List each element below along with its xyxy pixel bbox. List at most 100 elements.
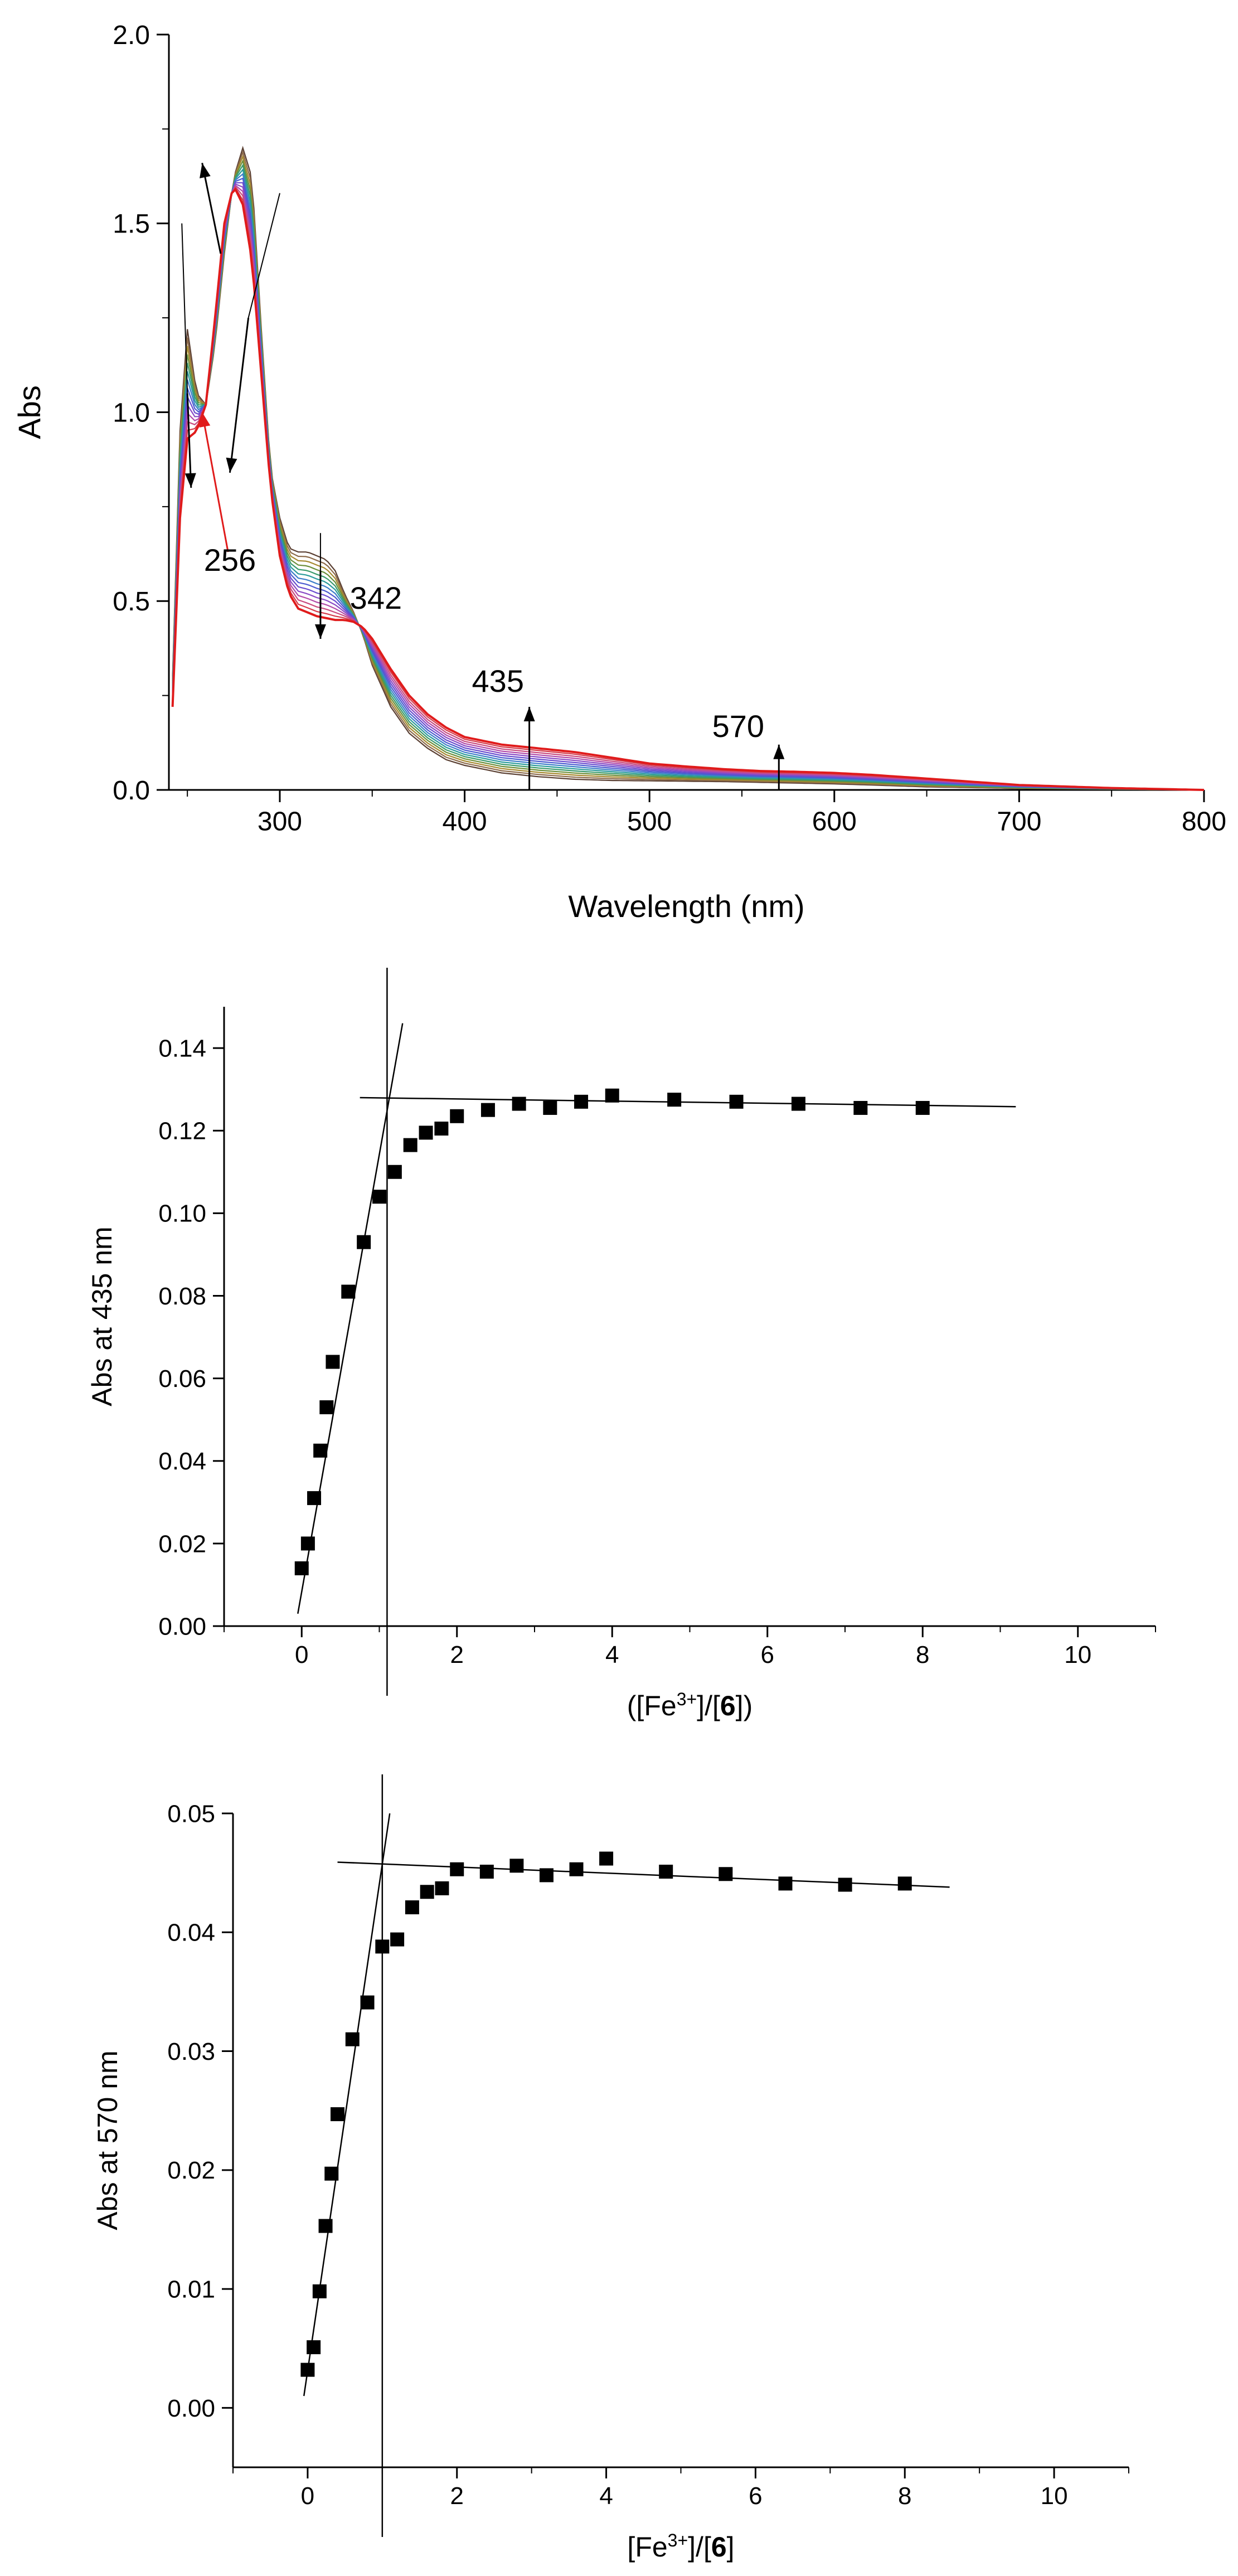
y-tick-label: 0.02 (167, 2157, 215, 2184)
spectrum-line (172, 150, 1205, 791)
data-point (450, 1862, 464, 1876)
spectrum-line (172, 173, 1205, 791)
data-point (791, 1097, 805, 1111)
x-axis-title-bold: 6 (711, 2531, 727, 2563)
data-point (330, 2107, 344, 2122)
spectrum-line (172, 145, 1205, 791)
x-tick-label: 8 (916, 1641, 929, 1668)
guide-stroke (181, 223, 188, 394)
x-tick-label: 2 (450, 1641, 464, 1668)
x-tick-label: 400 (443, 807, 487, 836)
data-point (599, 1851, 614, 1866)
data-point (403, 1138, 417, 1152)
x-tick-label: 700 (997, 807, 1041, 836)
x-axis-title: Wavelength (nm) (568, 889, 804, 924)
data-point (667, 1093, 682, 1107)
x-tick-label: 2 (450, 2482, 464, 2510)
arrowhead (226, 457, 237, 473)
y-tick-label: 0.10 (158, 1200, 206, 1228)
y-axis-title: Abs at 435 nm (86, 1226, 118, 1406)
x-axis-title-part: ([Fe (627, 1690, 677, 1721)
data-point (479, 1865, 494, 1879)
data-point (390, 1932, 405, 1947)
x-tick-label: 8 (898, 2482, 911, 2510)
data-point (319, 1400, 334, 1414)
fit-line (337, 1861, 950, 1888)
data-point (372, 1190, 386, 1204)
y-tick-label: 0.02 (158, 1530, 206, 1558)
titration-570nm-panel: 0 2 4 6 8 10 0.00 0.01 0.02 0.03 0.04 0.05 Abs at 57… (92, 1774, 1129, 2563)
data-point (435, 1881, 449, 1895)
peak-label: 256 (204, 542, 256, 578)
data-point (419, 1126, 433, 1140)
x-axis-title: ([Fe3+]/[6]) (627, 1689, 752, 1721)
data-point (434, 1121, 449, 1136)
x-axis-title-part: ]/[ (688, 2531, 711, 2563)
data-point (897, 1876, 912, 1891)
arrowhead (773, 744, 785, 759)
data-point (307, 2340, 321, 2355)
y-tick-label: 0.05 (167, 1800, 215, 1827)
spectrum-line (172, 182, 1205, 791)
data-point (450, 1109, 464, 1123)
x-tick-label: 10 (1041, 2482, 1068, 2510)
y-tick-label: 1.0 (113, 398, 150, 428)
data-point (387, 1165, 402, 1179)
arrowhead (185, 473, 196, 488)
data-point (313, 1443, 328, 1458)
x-tick-label: 300 (258, 807, 302, 836)
y-tick-label: 0.00 (158, 1613, 206, 1640)
data-point (300, 1536, 315, 1551)
guide-stroke (247, 193, 280, 318)
x-tick-label: 500 (627, 807, 672, 836)
data-point (778, 1876, 793, 1891)
spectrum-line (171, 187, 1205, 791)
data-point (718, 1867, 733, 1881)
x-axis-title-part: ] (727, 2531, 735, 2563)
spectrum-line (172, 168, 1205, 791)
y-tick-label: 0.14 (158, 1035, 206, 1062)
x-tick-label: 0 (301, 2482, 314, 2510)
data-point (574, 1094, 589, 1109)
x-axis-title-part: ]/[ (697, 1690, 720, 1721)
x-axis-title-part: [Fe (627, 2531, 667, 2563)
y-tick-label: 0.06 (158, 1365, 206, 1393)
uv-vis-spectra-panel: 300 400 500 600 700 800 0.0 0.5 1.0 1.5 2.0 Wavelen… (12, 21, 1226, 924)
x-axis-title-superscript: 3+ (668, 2530, 688, 2550)
arrowhead (200, 163, 211, 178)
data-point (324, 2166, 339, 2181)
data-point (915, 1100, 930, 1115)
y-axis-title: Abs at 570 nm (92, 2050, 123, 2230)
data-point (569, 1862, 584, 1876)
x-tick-label: 10 (1064, 1641, 1091, 1668)
data-point (480, 1103, 495, 1117)
x-tick-label: 6 (749, 2482, 762, 2510)
x-tick-label: 600 (812, 807, 857, 836)
data-point (605, 1088, 619, 1103)
data-point (659, 1865, 673, 1879)
x-tick-label: 800 (1182, 807, 1226, 836)
y-tick-label: 0.01 (167, 2276, 215, 2303)
y-tick-label: 0.12 (158, 1118, 206, 1145)
x-tick-label: 6 (761, 1641, 774, 1668)
data-point (357, 1235, 371, 1249)
titration-435nm-panel: 0 2 4 6 8 10 0.00 0.02 0.04 0.06 0.08 0.10 0.12 0.14 A… (86, 968, 1156, 1721)
fit-line (303, 1813, 391, 2396)
data-point (420, 1885, 434, 1899)
y-tick-label: 0.5 (113, 587, 150, 617)
y-tick-label: 0.00 (167, 2395, 215, 2422)
y-tick-label: 0.03 (167, 2038, 215, 2065)
annotation-arrow (201, 163, 222, 254)
x-axis-title: [Fe3+]/[6] (627, 2530, 734, 2563)
annotation-arrow (201, 412, 229, 552)
data-point (512, 1097, 526, 1111)
arrowhead (314, 624, 326, 639)
x-tick-label: 0 (295, 1641, 308, 1668)
peak-label: 570 (712, 709, 764, 744)
data-point (838, 1878, 852, 1892)
data-point (312, 2284, 327, 2298)
data-point (300, 2362, 315, 2377)
data-point (543, 1100, 557, 1115)
annotation-arrow (186, 393, 192, 488)
